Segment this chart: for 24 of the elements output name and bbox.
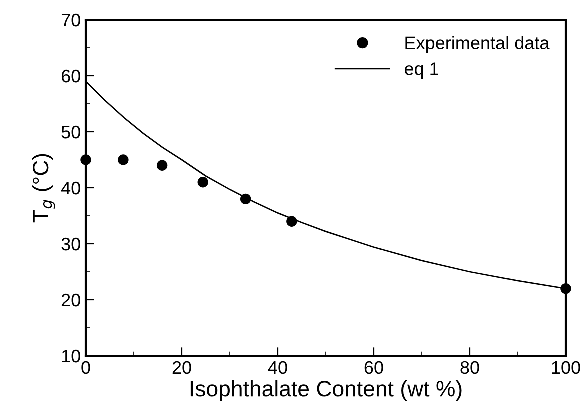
x-tick-label: 100 <box>552 361 580 374</box>
point <box>156 160 168 171</box>
point <box>198 177 208 188</box>
y-tick-label: 40 <box>61 182 80 195</box>
point <box>80 154 92 166</box>
x-tick-label: 40 <box>268 361 288 374</box>
legend-label: Experimental data <box>406 36 550 54</box>
y-tick-label: 10 <box>62 350 80 363</box>
point <box>560 283 572 294</box>
y-tick-label: 70 <box>62 14 80 27</box>
y-tick-label: 20 <box>62 294 80 307</box>
point <box>118 154 129 166</box>
x-tick-label: 0 <box>82 361 90 374</box>
y-tick-label: 60 <box>62 70 80 83</box>
x-tick-label: 20 <box>172 361 192 374</box>
y-tick-label: 50 <box>62 126 80 139</box>
y-tick-label: 30 <box>62 238 80 251</box>
legend-label: eq 1 <box>405 62 438 79</box>
y-axis-title: T$_{g}$ (°C) <box>32 154 56 223</box>
x-tick-label: 60 <box>364 361 384 374</box>
point <box>240 194 252 205</box>
point <box>286 216 298 227</box>
x-axis-title: Isophthalate Content (wt %) <box>190 380 462 402</box>
x-tick-label: 80 <box>460 361 480 374</box>
